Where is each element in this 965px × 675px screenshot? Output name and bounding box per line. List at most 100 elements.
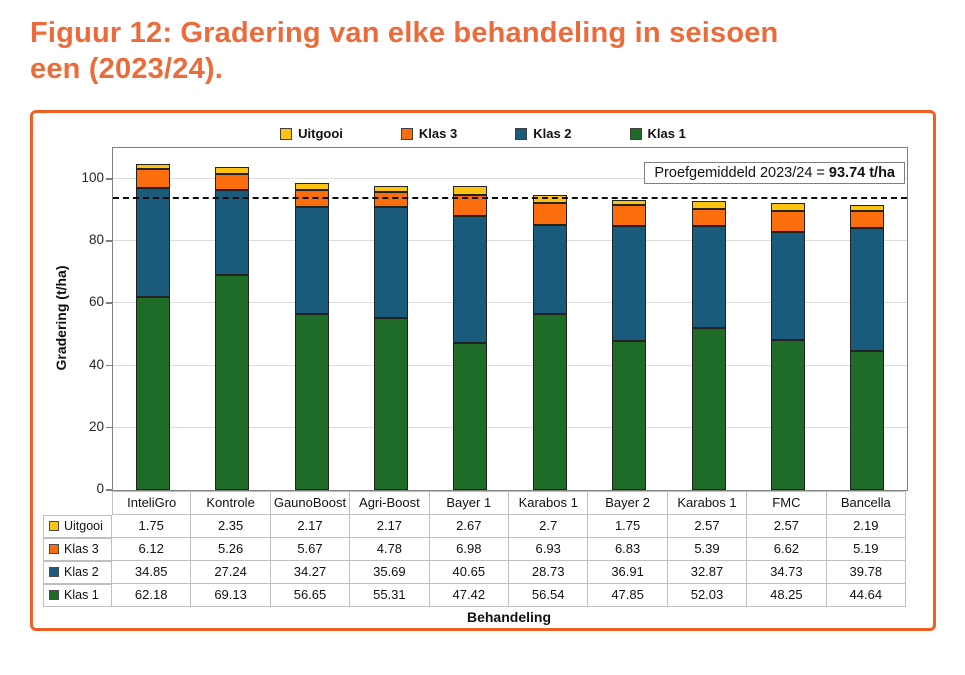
table-cell-klas-2-0: 34.85 [112, 560, 192, 584]
bar-segment-uitgooi [215, 166, 250, 175]
gridline-y-80 [113, 240, 907, 242]
annotation-value: 93.74 t/ha [828, 165, 895, 181]
y-axis-title: Gradering (t/ha) [53, 265, 69, 371]
table-cell-klas-3-5: 6.93 [509, 537, 589, 561]
bar-segment-klas-2 [770, 232, 805, 340]
table-header-9: Bancella [826, 490, 906, 515]
table-cell-klas-3-3: 4.78 [350, 537, 430, 561]
bar-segment-klas-3 [532, 203, 567, 225]
bar-bayer-2-6 [612, 199, 647, 490]
bar-segment-uitgooi [373, 185, 408, 193]
legend-item-klas-1: Klas 1 [629, 126, 686, 141]
table-header-2: GaunoBoost [270, 490, 351, 515]
legend-label: Klas 3 [418, 126, 458, 141]
trial-mean-reference-line [113, 196, 907, 199]
table-cell-uitgooi-1: 2.35 [191, 514, 271, 538]
bar-segment-uitgooi [770, 203, 805, 212]
bar-karabos-1-5 [532, 194, 567, 490]
y-tick-mark-100 [106, 178, 112, 180]
y-tick-mark-20 [106, 426, 112, 429]
legend-item-klas-3: Klas 3 [400, 126, 458, 141]
chart-frame: Uitgooi Klas 3 Klas 2 Klas 1 Gradering (t/h… [30, 110, 936, 631]
bar-inteligro-0 [135, 163, 170, 490]
bar-gaunoboost-2 [294, 182, 329, 490]
bar-segment-klas-1 [532, 314, 567, 490]
table-cell-klas-2-2: 34.27 [270, 560, 351, 584]
table-cell-klas-2-4: 40.65 [429, 560, 509, 584]
table-cell-klas-3-6: 6.83 [588, 537, 668, 561]
table-cell-klas-3-8: 6.62 [747, 537, 827, 561]
y-tick-mark-60 [106, 302, 112, 304]
table-cell-klas-1-7: 52.03 [667, 583, 748, 607]
table-cell-klas-3-0: 6.12 [112, 537, 192, 561]
bar-segment-uitgooi [135, 163, 170, 170]
bar-segment-klas-3 [770, 211, 805, 233]
legend-swatch-icon [515, 127, 528, 140]
figure-title: Figuur 12: Gradering van elke behandelin… [30, 16, 940, 88]
table-cell-klas-1-0: 62.18 [112, 583, 192, 607]
table-cell-klas-2-8: 34.73 [747, 560, 827, 584]
table-row-swatch-icon [49, 590, 59, 600]
table-header-0: InteliGro [112, 490, 192, 515]
table-row-swatch-icon [49, 544, 59, 554]
figure-title-line2: een (2023/24). [30, 52, 224, 85]
table-cell-klas-1-3: 55.31 [350, 583, 430, 607]
table-cell-uitgooi-8: 2.57 [747, 514, 827, 538]
table-header-6: Bayer 2 [588, 490, 668, 515]
bar-segment-klas-2 [373, 207, 408, 319]
bar-segment-uitgooi [532, 194, 567, 204]
table-cell-klas-1-5: 56.54 [509, 583, 589, 607]
data-table: InteliGro Kontrole GaunoBoost Agri-Boost Bay… [43, 490, 906, 607]
table-header-1: Kontrole [191, 490, 271, 515]
table-row-label-klas-2: Klas 2 [43, 560, 112, 584]
bar-segment-klas-2 [215, 190, 250, 276]
table-cell-uitgooi-0: 1.75 [112, 514, 192, 538]
y-tick-label-40: 40 [88, 356, 104, 372]
bar-segment-uitgooi [612, 199, 647, 206]
bar-segment-klas-1 [294, 313, 329, 490]
gridline-y-20 [113, 426, 907, 428]
table-cell-klas-2-3: 35.69 [350, 560, 430, 584]
table-cell-klas-1-9: 44.64 [826, 583, 906, 607]
bar-segment-klas-2 [691, 226, 726, 329]
bar-segment-klas-1 [135, 296, 170, 490]
trial-mean-annotation: Proefgemiddeld 2023/24 = 93.74 t/ha [644, 162, 905, 184]
bar-bayer-1-4 [453, 186, 488, 490]
bar-segment-klas-1 [850, 351, 885, 490]
table-cell-uitgooi-9: 2.19 [826, 514, 906, 538]
table-header-5: Karabos 1 [509, 490, 589, 515]
y-tick-label-20: 20 [88, 418, 104, 434]
y-tick-label-60: 60 [88, 294, 104, 310]
bar-segment-klas-1 [612, 341, 647, 490]
table-header-7: Karabos 1 [667, 490, 748, 515]
table-cell-uitgooi-2: 2.17 [270, 514, 351, 538]
table-cell-klas-1-2: 56.65 [270, 583, 351, 607]
bar-segment-klas-3 [215, 174, 250, 191]
legend-swatch-icon [400, 127, 413, 140]
table-row-label-text: Klas 2 [64, 565, 99, 579]
y-tick-mark-0 [106, 489, 112, 491]
bar-segment-uitgooi [850, 204, 885, 212]
table-header-4: Bayer 1 [429, 490, 509, 515]
bar-segment-klas-1 [215, 275, 250, 490]
figure-title-line1: Figuur 12: Gradering van elke behandelin… [30, 17, 779, 49]
table-row-label-uitgooi: Uitgooi [43, 514, 112, 538]
legend-swatch-icon [629, 127, 642, 140]
table-cell-klas-1-8: 48.25 [747, 583, 827, 607]
y-tick-label-80: 80 [88, 232, 104, 248]
table-cell-klas-2-5: 28.73 [509, 560, 589, 584]
bar-segment-klas-2 [294, 207, 329, 314]
table-row-label-text: Klas 1 [64, 588, 99, 602]
bar-segment-uitgooi [691, 201, 726, 210]
table-row-label-text: Klas 3 [64, 542, 99, 556]
legend-label: Uitgooi [298, 126, 343, 141]
table-cell-klas-3-2: 5.67 [270, 537, 351, 561]
bar-segment-klas-2 [135, 188, 170, 297]
y-tick-mark-80 [106, 240, 112, 242]
gridline-y-100 [113, 178, 907, 180]
legend-item-klas-2: Klas 2 [515, 126, 572, 141]
table-row-label-text: Uitgooi [64, 519, 103, 533]
bar-segment-klas-3 [453, 194, 488, 217]
table-cell-uitgooi-3: 2.17 [350, 514, 430, 538]
